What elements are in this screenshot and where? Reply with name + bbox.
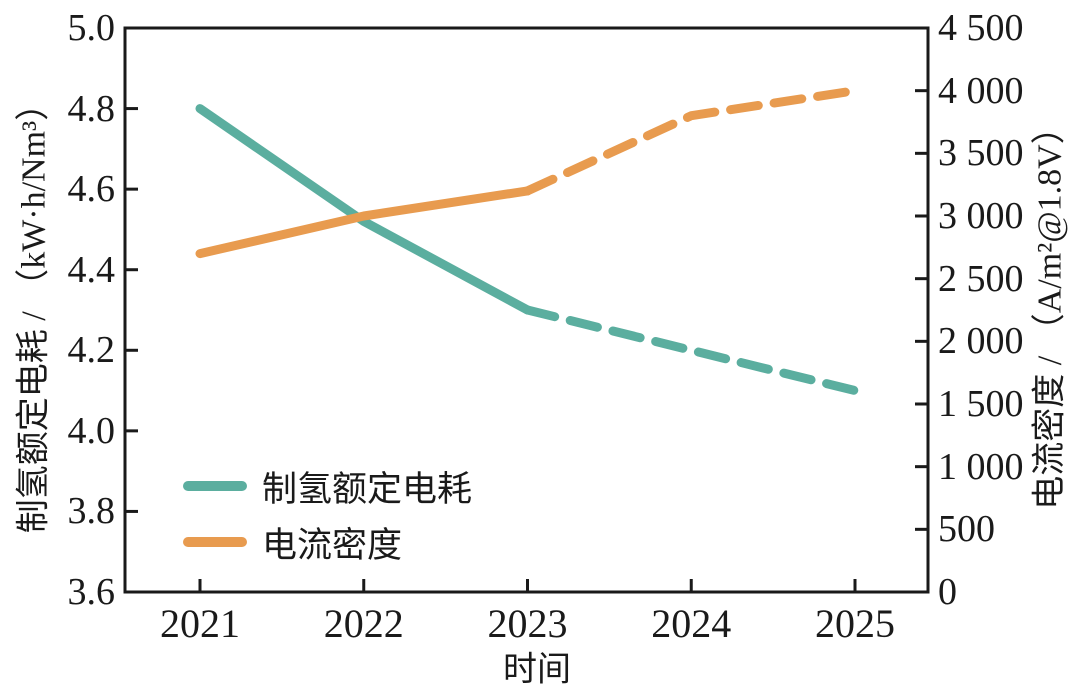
current-density-line-solid	[195, 186, 532, 259]
legend-line-swatch-power-consumption	[183, 481, 247, 491]
legend-label-power-consumption: 制氢额定电耗	[262, 469, 473, 509]
x-axis-tick-label: 2023	[487, 601, 568, 646]
power-consumption-line-dashed	[523, 305, 860, 396]
y-axis-left-tick-label: 5.0	[67, 7, 116, 49]
x-axis-title: 时间	[503, 651, 571, 689]
current-density-line-dashed	[523, 86, 860, 196]
y-axis-left-tick-label: 4.6	[67, 168, 116, 211]
y-axis-right-tick-label: 1 500	[938, 383, 1024, 425]
y-axis-right-tick-label: 2 000	[938, 320, 1024, 363]
y-axis-right-tick-label: 1 000	[938, 445, 1024, 488]
y-axis-right-tick-label: 4 000	[938, 69, 1024, 112]
x-axis-tick-label: 2021	[160, 601, 240, 646]
y-axis-left-tick-label: 3.6	[67, 571, 116, 613]
legend-item-power-consumption: 制氢额定电耗	[183, 463, 472, 509]
y-axis-left-title: 制氢额定电耗 / （kW·h/Nm³）	[15, 86, 53, 534]
x-axis-tick-label: 2024	[651, 601, 732, 646]
y-axis-right-tick-label: 2 500	[938, 257, 1024, 300]
y-axis-left-tick-label: 3.8	[67, 490, 116, 533]
y-axis-right-tick-label: 4 500	[938, 7, 1024, 49]
y-axis-left-tick-label: 4.0	[67, 409, 116, 452]
legend: 制氢额定电耗 电流密度	[183, 463, 472, 565]
x-axis-tick-label: 2025	[815, 601, 895, 646]
y-axis-right-tick-label: 3 000	[938, 195, 1024, 237]
y-axis-right-tick-label: 0	[938, 571, 957, 613]
legend-label-current-density: 电流密度	[262, 525, 403, 565]
y-axis-left-tick-label: 4.2	[67, 329, 116, 372]
legend-line-swatch-current-density	[183, 537, 247, 547]
y-axis-right-tick-label: 3 500	[938, 132, 1024, 175]
power-consumption-line-solid	[195, 104, 532, 315]
legend-item-current-density: 电流密度	[183, 519, 472, 565]
y-axis-left-tick-label: 4.4	[67, 248, 116, 291]
y-axis-left-tick-label: 4.8	[67, 87, 116, 130]
x-axis-tick-label: 2022	[323, 601, 404, 646]
y-axis-right-tick-label: 500	[938, 508, 995, 551]
